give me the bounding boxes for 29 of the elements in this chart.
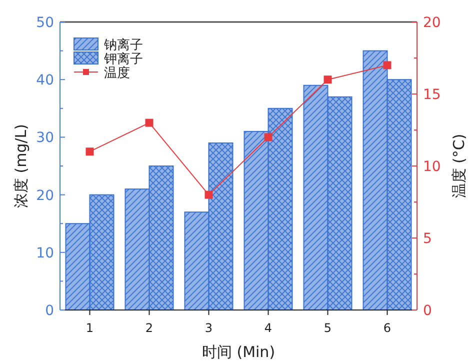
y-tick-label: 30 (36, 130, 54, 146)
x-tick-label: 3 (204, 321, 213, 335)
y-axis-title: 浓度 (mg/L) (12, 124, 30, 208)
point (383, 61, 392, 70)
legend-label: 钾离子 (103, 51, 143, 67)
x-axis-title: 时间 (Min) (202, 343, 276, 361)
point (204, 190, 213, 199)
y2-tick-label: 20 (423, 15, 441, 31)
y-tick-label: 50 (36, 15, 54, 31)
y2-tick-label: 0 (423, 303, 432, 319)
point (145, 118, 154, 127)
y-tick-label: 10 (36, 245, 54, 262)
y2-tick-label: 5 (423, 231, 432, 247)
y2-tick-label: 15 (423, 87, 441, 103)
legend-label: 温度 (104, 65, 130, 81)
y-tick-label: 0 (45, 303, 54, 319)
point (264, 133, 272, 142)
point (324, 76, 332, 84)
y2-tick-label: 10 (423, 159, 441, 175)
y2-axis-title: 温度 (°C) (450, 134, 468, 198)
y-tick-label: 20 (36, 188, 54, 204)
x-tick-label: 5 (324, 321, 332, 335)
x-tick-label: 1 (86, 321, 94, 335)
y-tick-label: 40 (36, 72, 54, 89)
point (86, 148, 94, 156)
x-tick-label: 4 (264, 321, 272, 335)
x-tick-label: 2 (145, 321, 154, 335)
x-tick-label: 6 (383, 321, 392, 335)
legend-label: 钠离子 (103, 37, 143, 53)
